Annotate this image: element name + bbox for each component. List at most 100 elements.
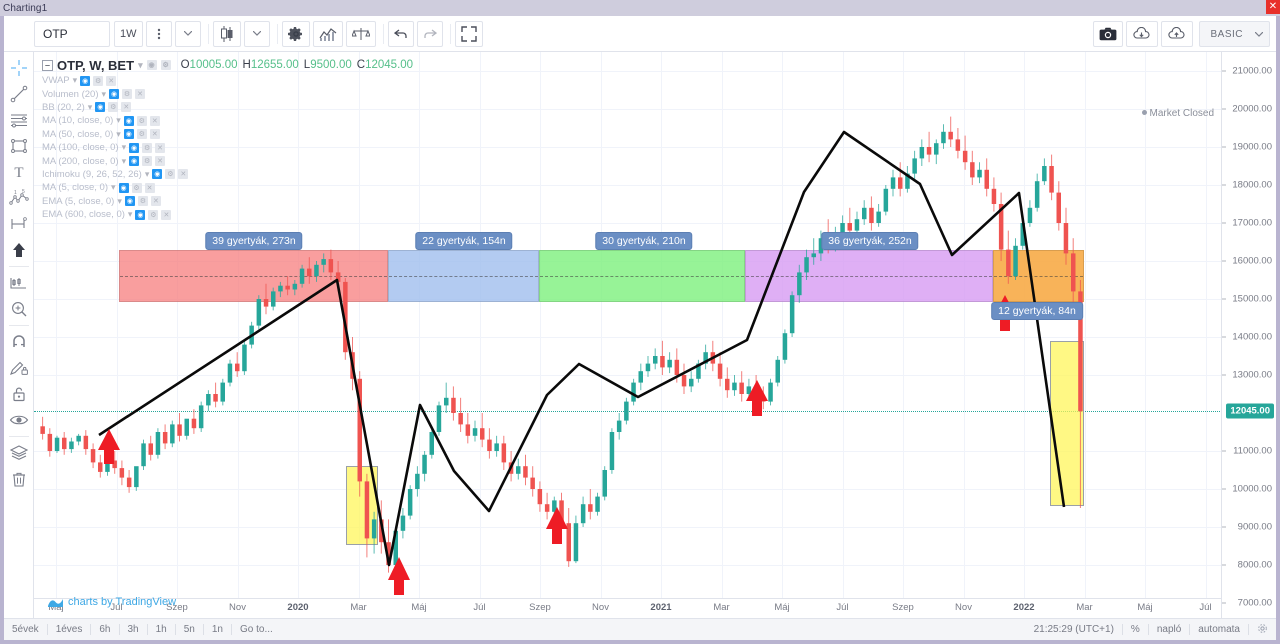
percent-scale-button[interactable]: % [1130, 624, 1140, 635]
indicator-row[interactable]: EMA (600, close, 0) ▾ ◉ ⚙ ✕ [42, 208, 413, 221]
range-label-2[interactable]: 22 gyertyák, 154n [415, 232, 513, 250]
log-scale-button[interactable]: napló [1156, 624, 1182, 635]
indicator-settings-icon[interactable]: ⚙ [165, 169, 176, 180]
tool-arrow-up[interactable] [6, 237, 32, 263]
indicator-row[interactable]: EMA (5, close, 0) ▾ ◉ ⚙ ✕ [42, 195, 413, 208]
indicator-eye-icon[interactable]: ◉ [135, 209, 146, 220]
fullscreen-button[interactable] [454, 20, 483, 47]
range-button-3h[interactable]: 3h [127, 624, 139, 635]
auto-scale-button[interactable]: automata [1198, 624, 1240, 635]
chart-properties-button[interactable] [1249, 623, 1276, 637]
chart-type-button[interactable] [212, 20, 241, 47]
indicator-eye-icon[interactable]: ◉ [118, 182, 129, 193]
indicator-eye-icon[interactable]: ◉ [123, 115, 134, 126]
tool-ruler[interactable] [6, 270, 32, 296]
current-price-label[interactable]: 12045.00 [1226, 403, 1274, 419]
indicator-settings-icon[interactable]: ⚙ [137, 196, 148, 207]
indicator-settings-icon[interactable]: ⚙ [142, 142, 153, 153]
tool-magnet[interactable] [6, 329, 32, 355]
tool-remove-all[interactable] [6, 466, 32, 492]
indicators-button[interactable] [312, 20, 343, 47]
indicator-settings-icon[interactable]: ⚙ [136, 115, 147, 126]
range-button-1h[interactable]: 1h [155, 624, 167, 635]
tool-horizontal-lines[interactable] [6, 107, 32, 133]
indicator-remove-icon[interactable]: ✕ [155, 142, 166, 153]
range-label-1[interactable]: 39 gyertyák, 273n [205, 232, 303, 250]
tool-object-tree[interactable] [6, 440, 32, 466]
undo-button[interactable] [387, 20, 414, 47]
indicator-row[interactable]: Volumen (20) ▾ ◉ ⚙ ✕ [42, 87, 413, 100]
indicator-eye-icon[interactable]: ◉ [124, 196, 135, 207]
indicator-eye-icon[interactable]: ◉ [109, 89, 120, 100]
range-button-5n[interactable]: 5n [183, 624, 195, 635]
chevron-down-icon[interactable]: ▾ [111, 182, 116, 193]
indicator-eye-icon[interactable]: ◉ [123, 129, 134, 140]
tool-zoom-in[interactable] [6, 296, 32, 322]
indicator-remove-icon[interactable]: ✕ [149, 115, 160, 126]
goto-button[interactable]: Go to... [240, 624, 273, 635]
indicator-row[interactable]: MA (50, close, 0) ▾ ◉ ⚙ ✕ [42, 128, 413, 141]
interval-dropdown-button[interactable] [174, 20, 201, 47]
chevron-down-icon[interactable]: ▾ [144, 168, 150, 179]
indicator-settings-icon[interactable]: ⚙ [93, 75, 104, 86]
indicator-settings-icon[interactable]: ⚙ [148, 209, 159, 220]
indicator-settings-icon[interactable]: ⚙ [136, 129, 147, 140]
indicator-row[interactable]: MA (100, close, 0) ▾ ◉ ⚙ ✕ [42, 141, 413, 154]
chevron-down-icon[interactable]: ▾ [72, 75, 78, 86]
chart-canvas[interactable]: – OTP, W, BET ▾ ◉ ⚙ O10005.00 H12655.00 L9… [34, 52, 1276, 618]
chart-settings-button[interactable] [281, 20, 310, 47]
snapshot-button[interactable] [1093, 21, 1124, 47]
window-close-button[interactable]: ✕ [1266, 0, 1280, 14]
time-axis[interactable]: Máj Júl Szep Nov 2020 Mar Máj Júl Szep Nov 2021 Mar… [34, 598, 1221, 618]
chevron-down-icon[interactable]: ▾ [116, 115, 121, 126]
indicator-eye-icon[interactable]: ◉ [80, 75, 91, 86]
tool-elliott-wave[interactable]: 1 5 [6, 185, 32, 211]
range-label-4[interactable]: 36 gyertyák, 252n [821, 232, 919, 250]
indicator-remove-icon[interactable]: ✕ [144, 182, 155, 193]
indicator-row[interactable]: Ichimoku (9, 26, 52, 26) ▾ ◉ ⚙ ✕ [42, 168, 413, 181]
indicator-remove-icon[interactable]: ✕ [150, 196, 161, 207]
clock-label[interactable]: 21:25:29 (UTC+1) [1033, 624, 1114, 635]
indicator-row[interactable]: MA (5, close, 0) ▾ ◉ ⚙ ✕ [42, 181, 413, 194]
indicator-settings-icon[interactable]: ⚙ [122, 89, 133, 100]
chart-type-dropdown-button[interactable] [243, 20, 270, 47]
indicator-settings-icon[interactable]: ⚙ [142, 156, 153, 167]
indicator-eye-icon[interactable]: ◉ [95, 102, 106, 113]
indicator-row[interactable]: VWAP ▾ ◉ ⚙ ✕ [42, 74, 413, 87]
indicator-remove-icon[interactable]: ✕ [155, 156, 166, 167]
indicator-remove-icon[interactable]: ✕ [149, 129, 160, 140]
indicator-settings-icon[interactable]: ⚙ [131, 182, 142, 193]
chevron-down-icon[interactable]: ▾ [116, 128, 121, 139]
indicator-remove-icon[interactable]: ✕ [178, 169, 189, 180]
tool-lock[interactable] [6, 381, 32, 407]
symbol-input[interactable]: OTP [34, 20, 110, 47]
redo-button[interactable] [416, 20, 443, 47]
more-menu-button[interactable] [145, 20, 172, 47]
tool-trend-line[interactable] [6, 81, 32, 107]
indicator-remove-icon[interactable]: ✕ [121, 102, 132, 113]
chevron-down-icon[interactable]: ▾ [121, 155, 127, 166]
tool-crosshair[interactable] [6, 55, 32, 81]
legend-collapse-button[interactable]: – [42, 59, 53, 71]
range-button-1éves[interactable]: 1éves [55, 624, 83, 635]
indicator-row[interactable]: MA (200, close, 0) ▾ ◉ ⚙ ✕ [42, 154, 413, 167]
tool-rectangle[interactable] [6, 133, 32, 159]
range-label-5[interactable]: 12 gyertyák, 84n [991, 302, 1083, 320]
chevron-down-icon[interactable]: ▾ [121, 142, 127, 153]
indicator-row[interactable]: BB (20, 2) ▾ ◉ ⚙ ✕ [42, 101, 413, 114]
chevron-down-icon[interactable]: ▾ [117, 195, 122, 206]
tool-eye[interactable] [6, 407, 32, 433]
tool-drawing-mode-lock[interactable] [6, 355, 32, 381]
range-button-6h[interactable]: 6h [99, 624, 111, 635]
indicator-remove-icon[interactable]: ✕ [135, 89, 146, 100]
interval-button[interactable]: 1W [114, 20, 143, 47]
indicator-row[interactable]: MA (10, close, 0) ▾ ◉ ⚙ ✕ [42, 114, 413, 127]
load-chart-button[interactable] [1126, 21, 1159, 47]
range-button-1n[interactable]: 1n [211, 624, 223, 635]
compare-button[interactable] [345, 20, 376, 47]
chevron-down-icon[interactable]: ▾ [127, 209, 133, 220]
indicator-eye-icon[interactable]: ◉ [129, 142, 140, 153]
tool-text[interactable]: T [6, 159, 32, 185]
range-button-5évek[interactable]: 5évek [12, 624, 39, 635]
indicator-eye-icon[interactable]: ◉ [129, 156, 140, 167]
